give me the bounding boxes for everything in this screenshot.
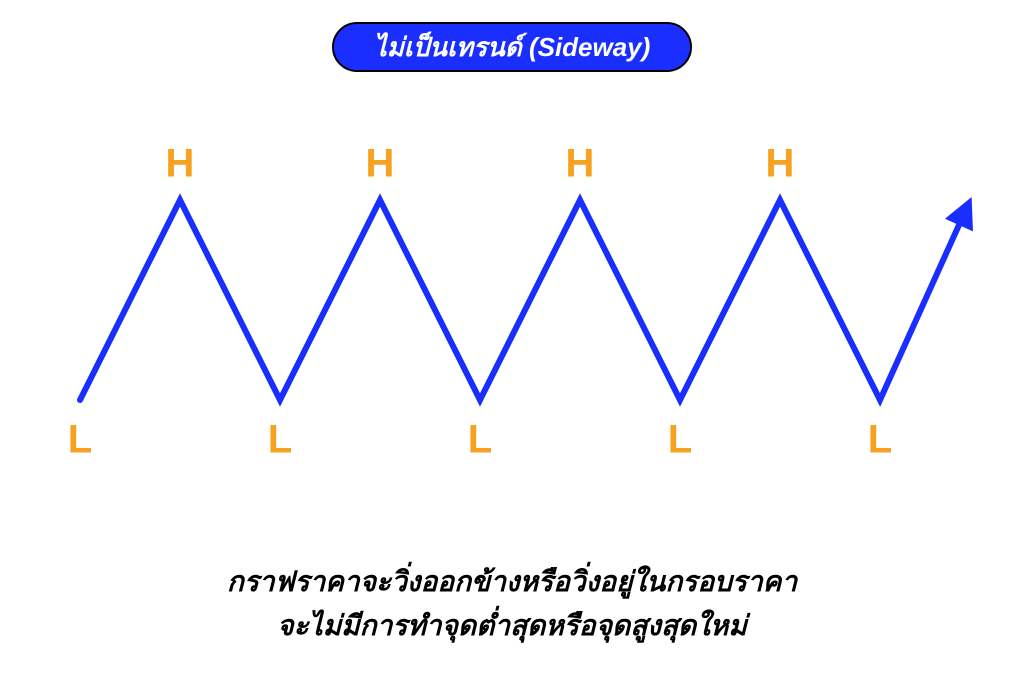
description-line-2: จะไม่มีการทำจุดต่ำสุดหรือจุดสูงสุดใหม่ bbox=[277, 604, 747, 648]
low-label: L bbox=[268, 418, 292, 463]
description-line-1: กราฟราคาจะวิ่งออกข้างหรือวิ่งอยู่ในกรอบร… bbox=[227, 560, 797, 604]
high-label: H bbox=[766, 142, 795, 187]
low-label: L bbox=[668, 418, 692, 463]
low-label: L bbox=[868, 418, 892, 463]
low-label: L bbox=[468, 418, 492, 463]
diagram-canvas: ไม่เป็นเทรนด์ (Sideway) LHLHLHLHL กราฟรา… bbox=[0, 0, 1024, 682]
zigzag-line bbox=[80, 200, 968, 400]
high-label: H bbox=[166, 142, 195, 187]
high-label: H bbox=[366, 142, 395, 187]
high-label: H bbox=[566, 142, 595, 187]
low-label: L bbox=[68, 418, 92, 463]
